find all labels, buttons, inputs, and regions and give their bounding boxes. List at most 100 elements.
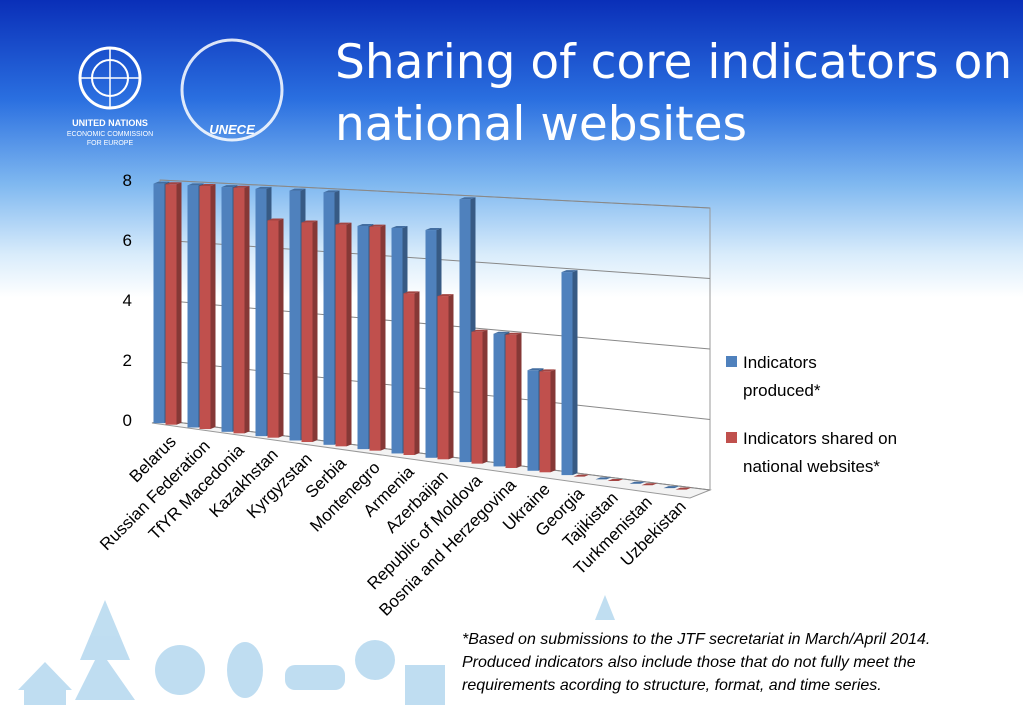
decor-icons (18, 595, 615, 705)
bar-front (153, 183, 165, 424)
bar-front (505, 334, 517, 468)
bar-side (448, 294, 454, 460)
footnote-line: Produced indicators also include those t… (462, 654, 916, 671)
bar (335, 222, 352, 447)
bar-front (267, 220, 279, 438)
bar-front (471, 331, 483, 464)
bar-front (323, 192, 335, 445)
bar-top (391, 225, 408, 228)
bar (607, 478, 624, 481)
legend-label: Indicators produced* (743, 353, 821, 400)
bar-front (289, 190, 301, 441)
bar (675, 487, 692, 490)
bar-front (301, 222, 313, 443)
bar-side (482, 329, 488, 464)
bar-top (505, 332, 522, 335)
bar-top (335, 222, 352, 225)
bar (573, 474, 590, 477)
bar-front (539, 371, 551, 473)
bar-top (153, 181, 170, 184)
bar-top (403, 291, 420, 294)
legend-swatch (726, 432, 737, 443)
logo-text: UNITED NATIONS (72, 118, 148, 128)
bar (471, 329, 488, 464)
bar-front (403, 293, 415, 455)
bar-front (221, 187, 233, 432)
bar-side (550, 369, 556, 473)
bar (629, 481, 646, 484)
bar-front (561, 272, 573, 476)
bar-front (493, 333, 505, 467)
bar-top (323, 190, 340, 193)
bar-front (369, 226, 381, 451)
logo-text: ECONOMIC COMMISSION (67, 131, 153, 138)
bar-top (471, 329, 488, 332)
legend-label: Indicators shared on national websites* (743, 429, 897, 476)
footnote: *Based on submissions to the JTF secreta… (462, 628, 930, 697)
bar-front (459, 199, 471, 463)
logo-text: FOR EUROPE (87, 140, 134, 147)
bar-top (607, 478, 624, 481)
bar-top (539, 369, 556, 372)
bar-side (278, 218, 284, 438)
bar-front (233, 187, 245, 434)
bar-front (335, 224, 347, 447)
bar-top (199, 184, 216, 187)
bar-front (437, 296, 449, 460)
bar-top (233, 185, 250, 188)
bar-side (244, 185, 250, 434)
bar-top (663, 486, 680, 489)
bar-top (675, 487, 692, 490)
bar (641, 483, 658, 486)
bar-side (346, 222, 352, 447)
bar-top (641, 483, 658, 486)
legend-swatch (726, 356, 737, 367)
bar-top (629, 481, 646, 484)
bar (301, 220, 318, 443)
bar-front (425, 230, 437, 458)
bar (165, 182, 182, 425)
bar (663, 486, 680, 489)
bar-top (573, 474, 590, 477)
bar-top (357, 223, 374, 226)
bar-top (527, 368, 544, 371)
grid-line (159, 179, 711, 209)
bar-top (595, 477, 612, 480)
bar-top (369, 224, 386, 227)
bar-top (255, 186, 272, 189)
bar-top (289, 188, 306, 191)
y-tick-label: 8 (123, 171, 132, 190)
bar-top (459, 197, 476, 200)
bar-side (572, 270, 578, 476)
y-tick-label: 4 (123, 291, 132, 310)
bar-front (527, 370, 539, 471)
y-tick-label: 6 (123, 231, 132, 250)
bar-top (187, 183, 204, 186)
bar-top (221, 185, 238, 188)
bar-side (516, 332, 522, 468)
bar-front (199, 186, 211, 430)
bar (561, 270, 578, 476)
bar (403, 291, 420, 455)
bar-top (561, 270, 578, 273)
bar (595, 477, 612, 480)
bar-front (391, 227, 403, 454)
bar-top (493, 331, 510, 334)
bar-side (210, 184, 216, 430)
bar (437, 294, 454, 460)
bar-top (437, 294, 454, 297)
bar-front (187, 185, 199, 428)
bar-top (301, 220, 318, 223)
bar-side (312, 220, 318, 443)
unece-badge (180, 38, 284, 142)
bar (267, 218, 284, 438)
y-tick-label: 0 (123, 411, 132, 430)
bar-front (255, 188, 267, 437)
bar (369, 224, 386, 451)
bar-side (380, 224, 386, 451)
bar (233, 185, 250, 434)
un-logo (78, 46, 142, 110)
bar-side (414, 291, 420, 455)
bar-top (267, 218, 284, 221)
